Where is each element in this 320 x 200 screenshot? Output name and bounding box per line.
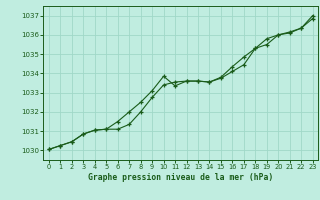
X-axis label: Graphe pression niveau de la mer (hPa): Graphe pression niveau de la mer (hPa) — [88, 173, 273, 182]
